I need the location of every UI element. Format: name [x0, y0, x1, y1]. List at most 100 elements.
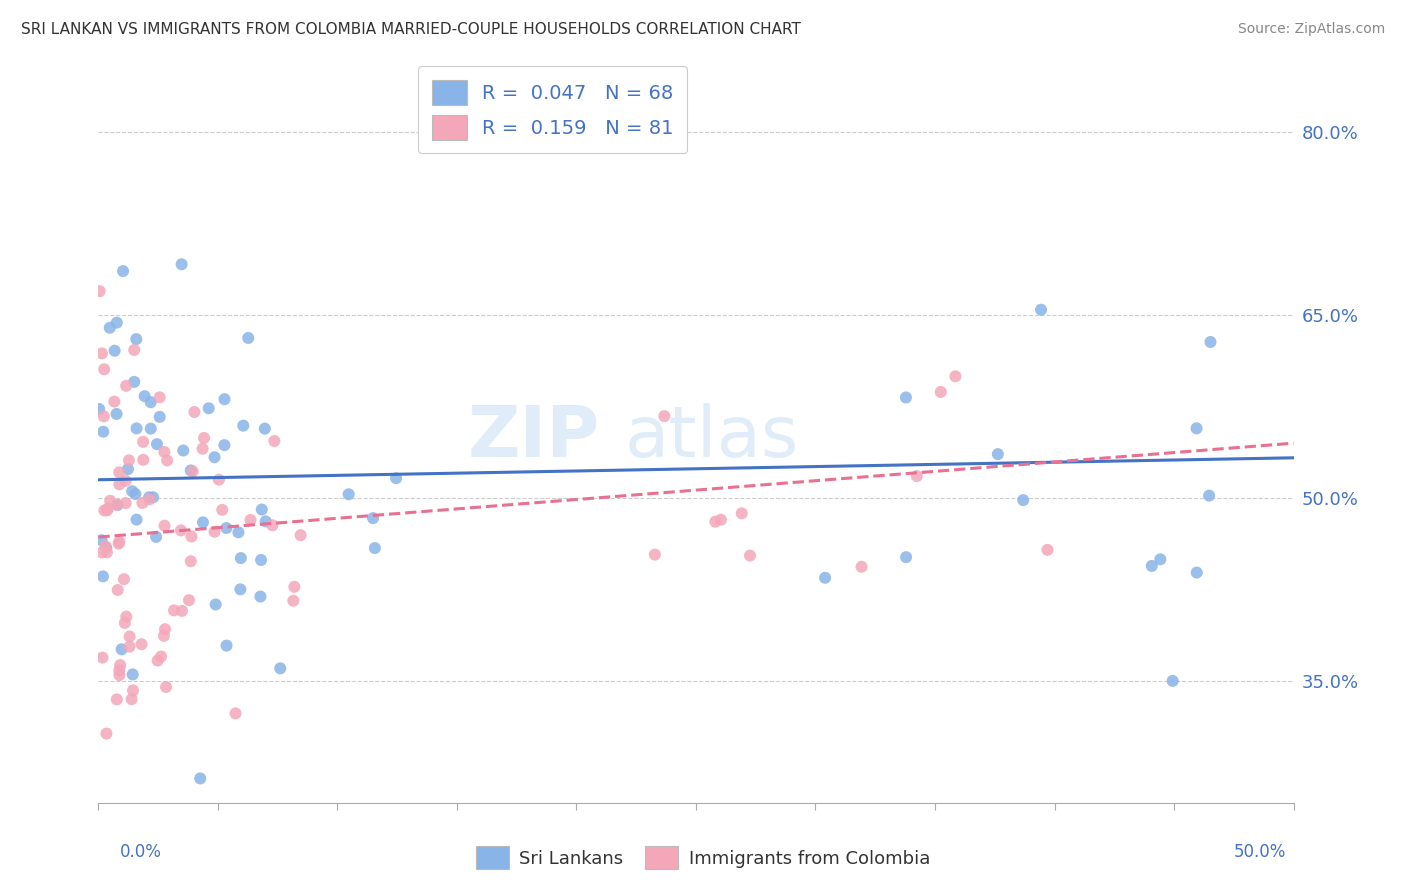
Point	[138, 491, 160, 505]
Point	[107, 582, 129, 597]
Point	[93, 409, 115, 424]
Point	[131, 637, 153, 651]
Point	[177, 593, 200, 607]
Point	[170, 257, 193, 271]
Point	[110, 642, 132, 657]
Point	[163, 603, 186, 617]
Point	[214, 392, 236, 407]
Point	[731, 507, 754, 521]
Point	[91, 346, 114, 360]
Point	[122, 343, 145, 357]
Point	[146, 437, 169, 451]
Legend: Sri Lankans, Immigrants from Colombia: Sri Lankans, Immigrants from Colombia	[467, 838, 939, 879]
Point	[1199, 334, 1222, 349]
Point	[704, 515, 727, 529]
Point	[215, 521, 238, 535]
Point	[945, 369, 967, 384]
Point	[204, 450, 226, 465]
Point	[156, 453, 179, 467]
Point	[929, 384, 952, 399]
Point	[139, 421, 162, 435]
Point	[652, 409, 675, 424]
Point	[1036, 542, 1059, 557]
Point	[139, 395, 162, 409]
Point	[124, 487, 146, 501]
Point	[96, 541, 118, 555]
Point	[229, 582, 252, 597]
Point	[96, 726, 118, 740]
Point	[183, 405, 205, 419]
Point	[105, 316, 128, 330]
Point	[97, 501, 120, 516]
Point	[738, 549, 761, 563]
Point	[153, 445, 176, 459]
Text: Source: ZipAtlas.com: Source: ZipAtlas.com	[1237, 22, 1385, 37]
Point	[180, 463, 202, 477]
Point	[132, 453, 155, 467]
Point	[112, 264, 135, 278]
Point	[204, 524, 226, 539]
Point	[155, 680, 177, 694]
Point	[814, 571, 837, 585]
Point	[1185, 421, 1208, 435]
Point	[269, 661, 291, 675]
Point	[138, 492, 160, 507]
Point	[1012, 493, 1035, 508]
Point	[1185, 566, 1208, 580]
Point	[121, 692, 143, 706]
Point	[98, 493, 121, 508]
Legend: R =  0.047   N = 68, R =  0.159   N = 81: R = 0.047 N = 68, R = 0.159 N = 81	[418, 66, 688, 153]
Point	[145, 530, 167, 544]
Point	[193, 431, 215, 445]
Text: 50.0%: 50.0%	[1234, 843, 1286, 861]
Point	[337, 487, 360, 501]
Point	[108, 534, 131, 549]
Point	[249, 590, 271, 604]
Point	[104, 343, 127, 358]
Point	[197, 401, 219, 416]
Point	[170, 604, 193, 618]
Point	[149, 390, 172, 404]
Point	[191, 442, 214, 456]
Point	[894, 550, 917, 565]
Point	[117, 462, 139, 476]
Point	[150, 649, 173, 664]
Point	[103, 394, 125, 409]
Point	[153, 622, 176, 636]
Point	[180, 554, 202, 568]
Point	[89, 402, 111, 417]
Text: atlas: atlas	[624, 402, 799, 472]
Point	[149, 409, 172, 424]
Point	[121, 484, 143, 499]
Point	[142, 490, 165, 504]
Point	[118, 630, 141, 644]
Point	[121, 667, 143, 681]
Point	[91, 650, 114, 665]
Point	[262, 518, 284, 533]
Point	[214, 438, 236, 452]
Point	[290, 528, 312, 542]
Point	[93, 503, 115, 517]
Point	[238, 331, 260, 345]
Point	[94, 539, 117, 553]
Point	[851, 559, 873, 574]
Point	[250, 553, 273, 567]
Point	[131, 496, 153, 510]
Point	[105, 407, 128, 421]
Point	[254, 515, 277, 529]
Point	[250, 502, 273, 516]
Point	[91, 425, 114, 439]
Point	[125, 513, 148, 527]
Point	[93, 362, 115, 376]
Point	[211, 503, 233, 517]
Point	[153, 629, 176, 643]
Point	[115, 379, 138, 393]
Point	[239, 513, 262, 527]
Point	[96, 503, 118, 517]
Point	[1149, 552, 1171, 566]
Point	[364, 541, 387, 555]
Point	[96, 545, 118, 559]
Point	[644, 548, 666, 562]
Point	[188, 772, 211, 786]
Point	[1161, 673, 1184, 688]
